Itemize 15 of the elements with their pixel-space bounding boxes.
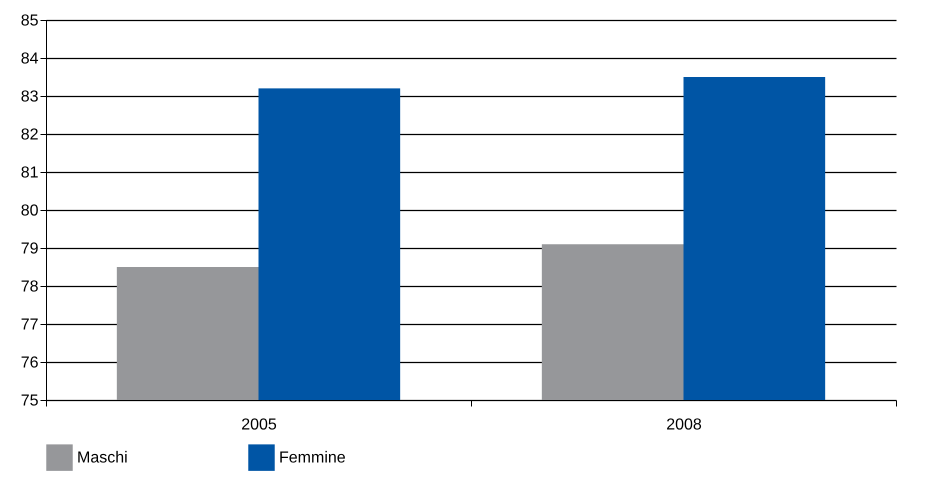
y-tick-label: 75: [20, 392, 39, 410]
y-tick-label: 83: [20, 88, 39, 106]
y-tick-label: 81: [20, 164, 39, 182]
y-tick-label: 76: [20, 354, 39, 372]
y-tick-label: 84: [20, 50, 39, 68]
y-tick-label: 85: [20, 12, 39, 30]
y-tick-label: 80: [20, 202, 39, 220]
x-tick-label: 2008: [666, 416, 702, 434]
y-tick-label: 79: [20, 240, 39, 258]
x-tick-label: 2005: [241, 416, 277, 434]
y-tick-label: 77: [20, 316, 39, 334]
y-tick-label: 82: [20, 126, 39, 144]
legend-label: Maschi: [77, 450, 128, 467]
y-tick-label: 78: [20, 278, 39, 296]
legend-label: Femmine: [279, 450, 346, 467]
